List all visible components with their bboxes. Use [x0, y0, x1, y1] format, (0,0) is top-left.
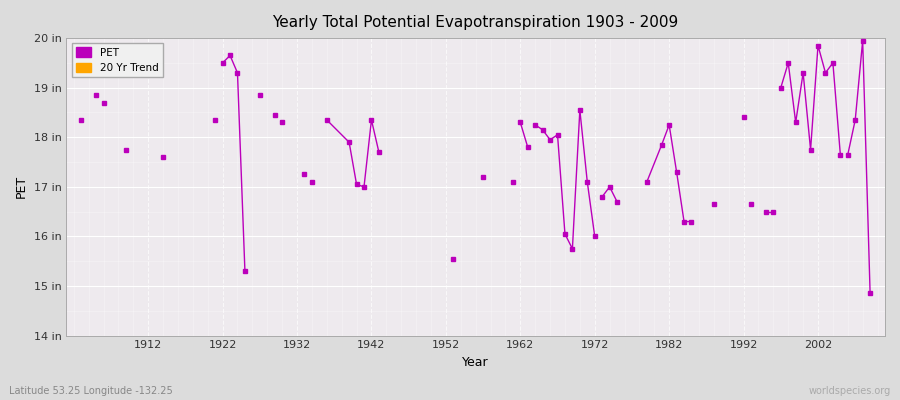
- Legend: PET, 20 Yr Trend: PET, 20 Yr Trend: [71, 43, 163, 77]
- X-axis label: Year: Year: [463, 356, 489, 369]
- Title: Yearly Total Potential Evapotranspiration 1903 - 2009: Yearly Total Potential Evapotranspiratio…: [273, 15, 679, 30]
- Text: Latitude 53.25 Longitude -132.25: Latitude 53.25 Longitude -132.25: [9, 386, 173, 396]
- Text: worldspecies.org: worldspecies.org: [809, 386, 891, 396]
- Y-axis label: PET: PET: [15, 175, 28, 198]
